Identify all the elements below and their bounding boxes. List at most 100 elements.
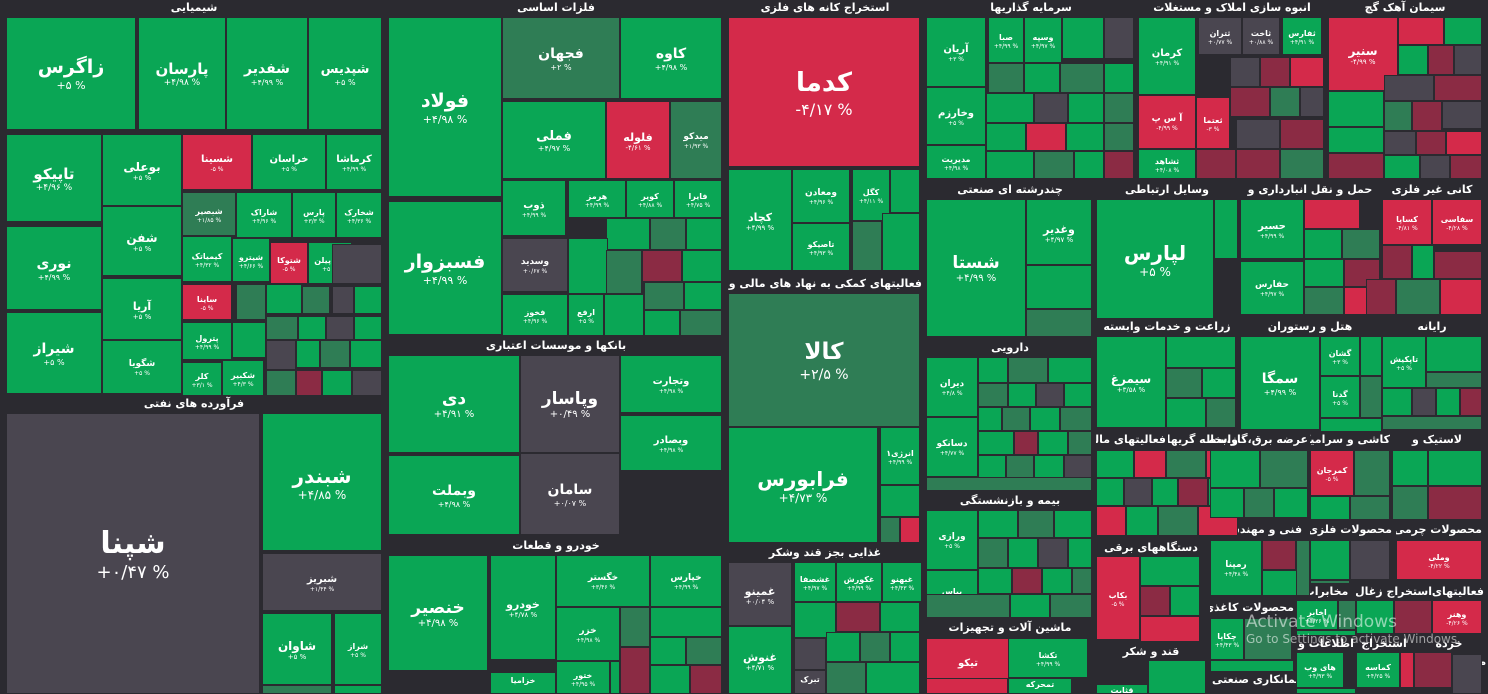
stock-tile-small[interactable] [1244, 488, 1274, 518]
stock-tile[interactable]: دی +۴/۹۱ % [388, 355, 520, 453]
stock-tile-small[interactable] [826, 632, 860, 662]
stock-tile-small[interactable] [1062, 17, 1104, 59]
stock-tile-small[interactable] [1072, 568, 1092, 594]
stock-tile-small[interactable] [836, 602, 880, 632]
stock-tile-small[interactable] [1018, 510, 1054, 538]
stock-tile-small[interactable] [1434, 251, 1482, 279]
stock-tile-small[interactable] [1210, 450, 1260, 488]
stock-tile-small[interactable] [1158, 506, 1198, 536]
stock-tile-small[interactable] [978, 568, 1012, 594]
stock-tile[interactable]: کاوه +۴/۹۸ % [620, 17, 722, 99]
stock-tile-small[interactable] [1304, 287, 1344, 315]
stock-tile-small[interactable] [1104, 17, 1134, 59]
stock-tile[interactable]: مدیریت +۴/۹۸ % [926, 145, 986, 179]
stock-tile-small[interactable] [1230, 87, 1270, 117]
stock-tile-small[interactable] [1196, 149, 1236, 179]
stock-tile-small[interactable] [1012, 568, 1042, 594]
stock-tile-small[interactable] [1260, 450, 1308, 488]
stock-tile-small[interactable] [880, 485, 920, 517]
stock-tile-small[interactable] [1178, 478, 1208, 506]
stock-tile-small[interactable] [568, 238, 608, 294]
stock-tile[interactable]: کلر +۳/۱ % [182, 362, 222, 396]
stock-tile[interactable]: ثفارس +۴/۹۱ % [1282, 17, 1322, 55]
stock-tile-small[interactable] [1008, 538, 1038, 568]
stock-tile-small[interactable] [650, 218, 686, 250]
stock-tile-small[interactable] [1442, 101, 1482, 129]
stock-tile-small[interactable] [1068, 431, 1092, 455]
stock-tile-small[interactable] [1230, 57, 1260, 87]
stock-tile[interactable]: انرژی۱ +۴/۹۹ % [880, 427, 920, 485]
stock-tile-small[interactable] [1008, 383, 1036, 407]
stock-tile-small[interactable] [1384, 131, 1416, 155]
stock-tile[interactable]: وهنر -۴/۲۶ % [1432, 600, 1482, 634]
stock-tile-small[interactable] [1394, 600, 1432, 634]
stock-tile-small[interactable] [1310, 540, 1350, 580]
stock-tile-small[interactable] [642, 250, 682, 282]
stock-tile-small[interactable] [1280, 119, 1324, 149]
stock-tile-small[interactable] [978, 455, 1006, 479]
stock-tile-small[interactable] [1428, 450, 1482, 486]
stock-tile[interactable]: فسبزوار +۴/۹۹ % [388, 201, 502, 335]
stock-tile[interactable]: غمینو +۰/۰۴ % [728, 562, 792, 626]
stock-tile[interactable]: فخوز +۴/۹۶ % [502, 294, 568, 336]
stock-tile[interactable]: غبهنو +۴/۴۳ % [882, 562, 922, 602]
stock-tile-small[interactable] [1066, 123, 1104, 151]
stock-tile-small[interactable] [1452, 654, 1482, 694]
stock-tile-small[interactable] [1054, 510, 1092, 538]
stock-tile-small[interactable] [320, 340, 350, 368]
stock-tile-small[interactable] [1296, 540, 1310, 596]
stock-tile-small[interactable] [650, 637, 686, 665]
stock-tile-small[interactable] [1026, 123, 1066, 151]
stock-tile-small[interactable] [852, 221, 882, 271]
stock-tile-small[interactable] [1042, 568, 1072, 594]
stock-tile-small[interactable] [1274, 488, 1308, 518]
stock-tile-small[interactable] [1384, 75, 1434, 101]
stock-tile-small[interactable] [262, 685, 332, 694]
stock-tile[interactable]: صبا +۴/۹۹ % [988, 17, 1024, 63]
stock-tile[interactable]: شستا +۴/۹۹ % [926, 199, 1026, 337]
stock-tile-small[interactable] [1068, 93, 1104, 123]
stock-tile-small[interactable] [1398, 45, 1428, 75]
stock-tile[interactable]: بوعلی +۵ % [102, 134, 182, 206]
stock-tile[interactable]: کدما -۴/۱۷ % [728, 17, 920, 167]
stock-tile[interactable]: غکورش +۴/۹۹ % [836, 562, 882, 602]
stock-tile[interactable]: کرمان +۴/۹۱ % [1138, 17, 1196, 95]
stock-tile-small[interactable] [1350, 496, 1390, 520]
stock-tile[interactable]: لپارس +۵ % [1096, 199, 1214, 319]
stock-tile[interactable]: شفدیر +۴/۹۹ % [226, 17, 308, 130]
stock-tile-small[interactable] [1384, 155, 1420, 179]
stock-tile-small[interactable] [826, 662, 866, 694]
stock-tile[interactable]: شفن +۵ % [102, 206, 182, 276]
stock-tile-small[interactable] [684, 282, 722, 310]
stock-tile-small[interactable] [1026, 265, 1092, 309]
stock-tile-small[interactable] [296, 370, 322, 396]
stock-tile[interactable]: حسیر +۴/۹۹ % [1240, 199, 1304, 259]
stock-tile-small[interactable] [1210, 488, 1244, 518]
stock-tile-small[interactable] [986, 151, 1034, 179]
stock-tile-small[interactable] [1338, 600, 1356, 630]
stock-tile[interactable]: غشصفا +۴/۹۷ % [794, 562, 836, 602]
stock-tile-small[interactable] [1210, 660, 1294, 672]
stock-tile-small[interactable] [1310, 496, 1350, 520]
stock-tile-small[interactable] [1356, 600, 1394, 634]
stock-tile-small[interactable] [1426, 372, 1482, 388]
stock-tile-small[interactable] [1036, 383, 1064, 407]
stock-tile[interactable]: شپدیس +۵ % [308, 17, 382, 130]
stock-tile[interactable]: سفاسی -۴/۲۸ % [1432, 199, 1482, 245]
stock-tile-small[interactable] [236, 284, 266, 320]
stock-tile-small[interactable] [926, 594, 1010, 618]
stock-tile[interactable]: قثابت [1096, 684, 1148, 694]
stock-tile-small[interactable] [334, 685, 382, 694]
stock-tile-small[interactable] [606, 218, 650, 250]
stock-tile[interactable]: ثشاهد +۴/۰۸ % [1138, 149, 1196, 179]
stock-tile-small[interactable] [1420, 155, 1450, 179]
stock-tile-small[interactable] [1460, 388, 1482, 416]
stock-tile-small[interactable] [986, 93, 1034, 123]
stock-tile-small[interactable] [232, 322, 266, 358]
stock-tile[interactable]: خراسان +۵ % [252, 134, 326, 190]
stock-tile-small[interactable] [1310, 580, 1350, 584]
stock-tile-small[interactable] [1392, 486, 1428, 520]
stock-tile[interactable]: شبندر +۴/۸۵ % [262, 413, 382, 551]
stock-tile-small[interactable] [1104, 123, 1134, 151]
stock-tile-small[interactable] [1104, 63, 1134, 93]
